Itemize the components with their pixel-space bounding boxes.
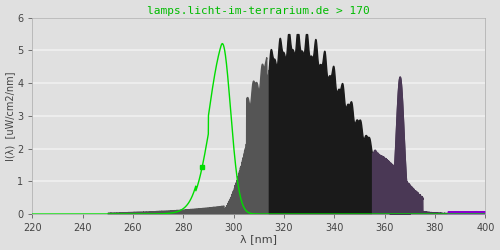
Y-axis label: I(λ)  [uW/cm2/nm]: I(λ) [uW/cm2/nm] (6, 71, 16, 161)
X-axis label: λ [nm]: λ [nm] (240, 234, 277, 244)
Title: lamps.licht-im-terrarium.de > 170: lamps.licht-im-terrarium.de > 170 (148, 6, 370, 16)
